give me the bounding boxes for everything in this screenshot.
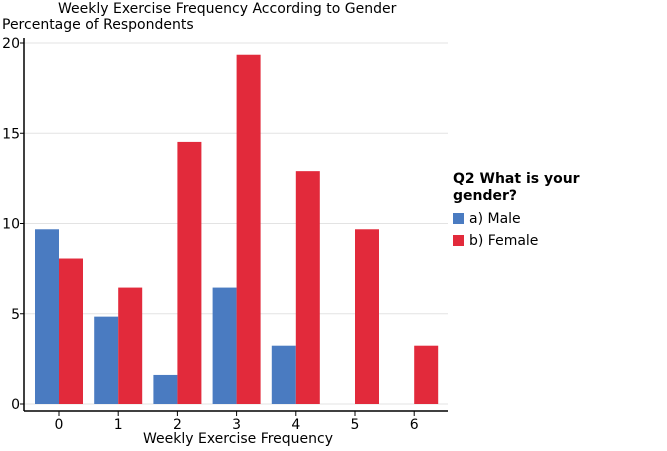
bar-female-6 [414,345,439,404]
bar-female-4 [295,171,320,404]
y-tick-label: 5 [11,307,20,323]
x-tick-label: 4 [291,417,300,433]
bar-male-2 [153,374,178,404]
legend-swatch-male [453,213,464,224]
legend-title: Q2 What is your gender? [453,171,580,204]
y-axis-ticks: 0 5 10 15 20 [2,36,24,413]
x-tick-label: 2 [173,417,182,433]
y-tick-label: 0 [11,397,20,413]
legend-label-male: a) Male [469,210,521,227]
legend: Q2 What is your gender? a) Male b) Femal… [453,171,603,249]
x-axis-label: Weekly Exercise Frequency [143,431,334,447]
bar-female-1 [118,287,143,404]
x-axis-ticks: 0 1 2 3 4 5 6 [55,411,419,433]
x-tick-label: 6 [410,417,419,433]
legend-item-female[interactable]: b) Female [453,232,603,249]
y-tick-label: 15 [2,126,20,142]
bar-female-0 [59,258,83,404]
bar-male-1 [94,316,119,404]
x-tick-label: 3 [232,417,241,433]
axes [23,38,448,412]
y-tick-label: 10 [2,217,20,233]
bars [35,54,439,405]
bar-male-0 [35,229,59,404]
bar-female-5 [355,229,379,404]
x-tick-label: 5 [351,417,360,433]
chart-title: Weekly Exercise Frequency According to G… [58,1,397,17]
y-axis-label: Percentage of Respondents [2,17,194,33]
bar-female-3 [236,54,261,405]
y-tick-label: 20 [2,36,20,52]
bar-male-3 [212,287,237,404]
x-tick-label: 0 [55,417,64,433]
legend-swatch-female [453,235,464,246]
bar-male-4 [271,345,296,404]
legend-label-female: b) Female [469,232,539,249]
bar-female-2 [177,141,202,404]
legend-item-male[interactable]: a) Male [453,210,603,227]
x-tick-label: 1 [114,417,123,433]
